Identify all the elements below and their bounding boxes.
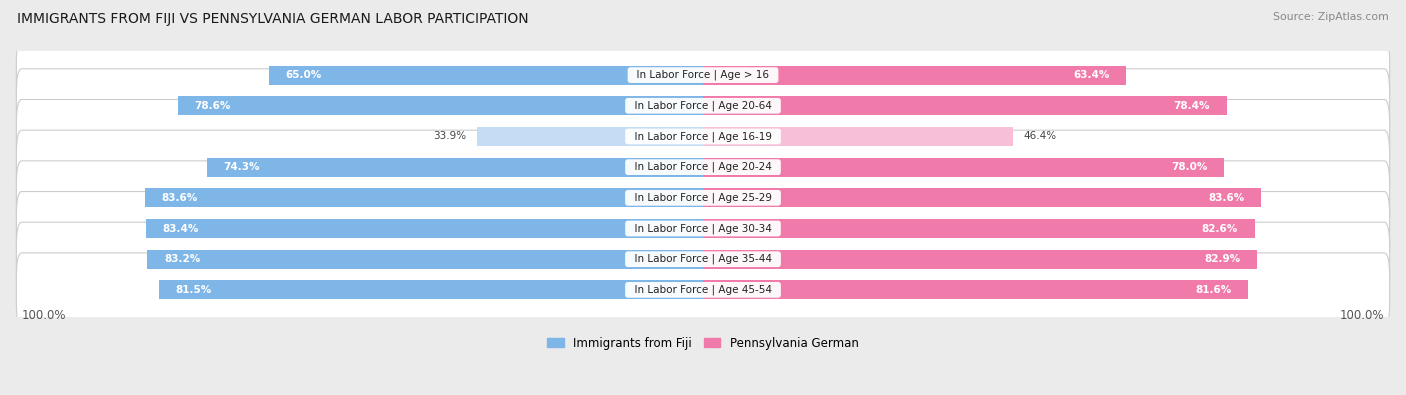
Text: 83.6%: 83.6% [1209,193,1244,203]
Text: 81.5%: 81.5% [176,285,211,295]
Bar [703,250,1257,269]
Text: 46.4%: 46.4% [1024,132,1056,141]
FancyBboxPatch shape [17,222,1389,296]
Bar [703,66,1126,85]
Text: 33.9%: 33.9% [433,132,467,141]
Bar [703,219,1254,238]
Bar [146,219,703,238]
Text: 82.6%: 82.6% [1202,224,1239,233]
Bar [145,188,703,207]
Text: 78.0%: 78.0% [1171,162,1208,172]
Bar [148,250,703,269]
Text: 100.0%: 100.0% [1340,309,1385,322]
Bar [703,127,1012,146]
Text: 83.2%: 83.2% [165,254,200,264]
Bar [703,280,1249,299]
Bar [179,96,703,115]
Text: In Labor Force | Age > 16: In Labor Force | Age > 16 [630,70,776,80]
FancyBboxPatch shape [17,69,1389,143]
Text: Source: ZipAtlas.com: Source: ZipAtlas.com [1274,12,1389,22]
Text: In Labor Force | Age 16-19: In Labor Force | Age 16-19 [627,131,779,142]
Text: In Labor Force | Age 20-24: In Labor Force | Age 20-24 [628,162,778,172]
Text: In Labor Force | Age 35-44: In Labor Force | Age 35-44 [627,254,779,264]
FancyBboxPatch shape [17,130,1389,204]
Text: 83.4%: 83.4% [163,224,200,233]
FancyBboxPatch shape [17,253,1389,327]
Bar [703,158,1225,177]
FancyBboxPatch shape [17,161,1389,235]
Text: 78.6%: 78.6% [194,101,231,111]
Text: In Labor Force | Age 25-29: In Labor Force | Age 25-29 [627,193,779,203]
Bar [159,280,703,299]
Text: 78.4%: 78.4% [1174,101,1211,111]
Text: In Labor Force | Age 20-64: In Labor Force | Age 20-64 [628,101,778,111]
Text: 65.0%: 65.0% [285,70,322,80]
Text: 81.6%: 81.6% [1195,285,1232,295]
Bar [703,188,1261,207]
Text: IMMIGRANTS FROM FIJI VS PENNSYLVANIA GERMAN LABOR PARTICIPATION: IMMIGRANTS FROM FIJI VS PENNSYLVANIA GER… [17,12,529,26]
Text: 100.0%: 100.0% [21,309,66,322]
FancyBboxPatch shape [17,192,1389,265]
Bar [477,127,703,146]
Text: In Labor Force | Age 45-54: In Labor Force | Age 45-54 [627,285,779,295]
FancyBboxPatch shape [17,38,1389,112]
Text: 82.9%: 82.9% [1204,254,1240,264]
Legend: Immigrants from Fiji, Pennsylvania German: Immigrants from Fiji, Pennsylvania Germa… [543,332,863,354]
Bar [703,96,1226,115]
Text: 83.6%: 83.6% [162,193,197,203]
Bar [269,66,703,85]
Text: 63.4%: 63.4% [1073,70,1109,80]
FancyBboxPatch shape [17,100,1389,173]
Text: 74.3%: 74.3% [224,162,260,172]
Text: In Labor Force | Age 30-34: In Labor Force | Age 30-34 [628,223,778,234]
Bar [207,158,703,177]
